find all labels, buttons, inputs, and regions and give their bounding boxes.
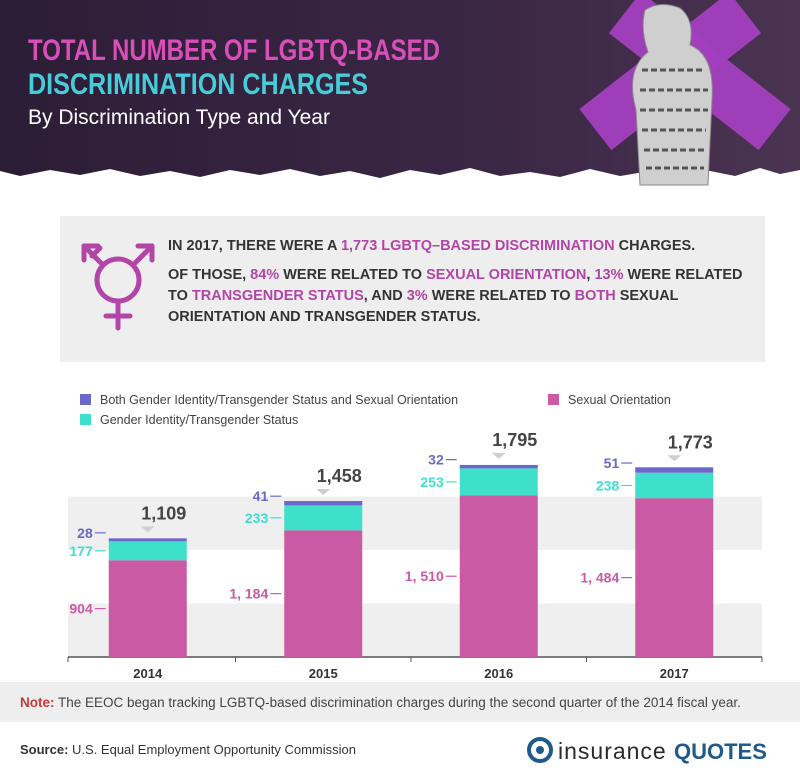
bar-segment xyxy=(284,505,363,531)
legend-label: Sexual Orientation xyxy=(568,393,671,407)
callout-paragraph: IN 2017, THERE WERE A 1,773 LGBTQ–BASED … xyxy=(168,236,758,257)
value-label: 233 xyxy=(245,510,269,526)
logo-part-1: insurance xyxy=(558,738,667,764)
x-tick-label: 2017 xyxy=(660,666,689,681)
value-label: 1, 484 xyxy=(580,570,619,586)
logo: insurance QUOTES xyxy=(527,737,767,764)
value-label: 1, 510 xyxy=(405,568,444,584)
total-label: 1,458 xyxy=(317,466,362,486)
bar-segment xyxy=(459,495,538,657)
bar-segment xyxy=(459,464,538,469)
bar-segment xyxy=(635,498,714,657)
legend-label: Gender Identity/Transgender Status xyxy=(100,413,298,427)
source: Source: U.S. Equal Employment Opportunit… xyxy=(20,742,356,757)
bar-segment xyxy=(108,560,187,657)
callout-text: SEXUAL ORIENTATION AND TRANSGENDER STATU… xyxy=(168,288,679,325)
bar-segment xyxy=(635,467,714,473)
value-label: 1, 184 xyxy=(229,586,268,602)
source-label: Source: xyxy=(20,742,68,757)
x-tick-label: 2016 xyxy=(484,666,513,681)
value-label: 32 xyxy=(428,452,444,468)
bar-segment xyxy=(459,468,538,496)
callout: IN 2017, THERE WERE A 1,773 LGBTQ–BASED … xyxy=(168,236,758,336)
value-label: 904 xyxy=(69,601,93,617)
total-label: 1,109 xyxy=(141,503,186,523)
legend-swatch xyxy=(548,394,559,405)
note-label: Note: xyxy=(20,695,55,710)
bar-segment xyxy=(635,472,714,499)
value-label: 28 xyxy=(77,525,93,541)
total-label: 1,773 xyxy=(668,432,713,452)
callout-text: , AND xyxy=(363,288,407,304)
bar-segment xyxy=(108,538,187,542)
x-tick-label: 2014 xyxy=(133,666,163,681)
transgender-symbol xyxy=(81,243,155,331)
legend-swatch xyxy=(80,414,91,425)
total-marker xyxy=(491,452,506,459)
note-background xyxy=(0,682,800,722)
subtitle: By Discrimination Type and Year xyxy=(28,106,330,129)
callout-highlight: 1,773 LGBTQ–BASED DISCRIMINATION xyxy=(340,238,615,254)
bar-segment xyxy=(108,541,187,561)
callout-highlight: TRANSGENDER STATUS xyxy=(191,288,364,304)
legend-label: Both Gender Identity/Transgender Status … xyxy=(100,393,458,407)
callout-highlight: 13% xyxy=(594,267,624,283)
header-art xyxy=(579,0,791,186)
total-label: 1,795 xyxy=(492,430,537,450)
callout-text: OF THOSE, xyxy=(168,267,251,283)
callout-text: IN 2017, THERE WERE A xyxy=(168,238,341,254)
bar-segment xyxy=(284,530,363,657)
source-text: U.S. Equal Employment Opportunity Commis… xyxy=(72,742,356,757)
callout-text: WERE RELATED TO xyxy=(427,288,575,304)
logo-part-2: QUOTES xyxy=(674,739,767,764)
chart: Sexual Orientation Gender Identity/Transg… xyxy=(67,393,763,681)
total-marker xyxy=(667,455,682,462)
callout-text: WERE RELATED TO xyxy=(168,267,743,304)
callout-text: CHARGES. xyxy=(614,238,696,254)
x-tick-label: 2015 xyxy=(309,666,338,681)
callout-text: , xyxy=(586,267,595,283)
total-marker xyxy=(140,526,155,533)
title-line-2: DISCRIMINATION CHARGES xyxy=(28,68,368,101)
callout-paragraph: OF THOSE, 84% WERE RELATED TO SEXUAL ORI… xyxy=(168,265,758,328)
callout-text: WERE RELATED TO xyxy=(279,267,427,283)
callout-highlight: 84% xyxy=(250,267,280,283)
callout-box xyxy=(60,216,765,362)
callout-highlight: 3% xyxy=(406,288,428,304)
title-line-1: TOTAL NUMBER OF LGBTQ-BASED xyxy=(28,34,440,67)
note-text: The EEOC began tracking LGBTQ-based disc… xyxy=(58,695,741,710)
value-label: 177 xyxy=(69,543,93,559)
note: Note: The EEOC began tracking LGBTQ-base… xyxy=(20,695,741,710)
callout-highlight: BOTH xyxy=(574,288,616,304)
total-marker xyxy=(316,488,331,495)
value-label: 253 xyxy=(420,474,444,490)
bar-segment xyxy=(284,500,363,506)
legend-swatch xyxy=(80,394,91,405)
value-label: 238 xyxy=(596,477,620,493)
value-label: 41 xyxy=(253,488,269,504)
callout-highlight: SEXUAL ORIENTATION xyxy=(426,267,587,283)
value-label: 51 xyxy=(604,455,620,471)
